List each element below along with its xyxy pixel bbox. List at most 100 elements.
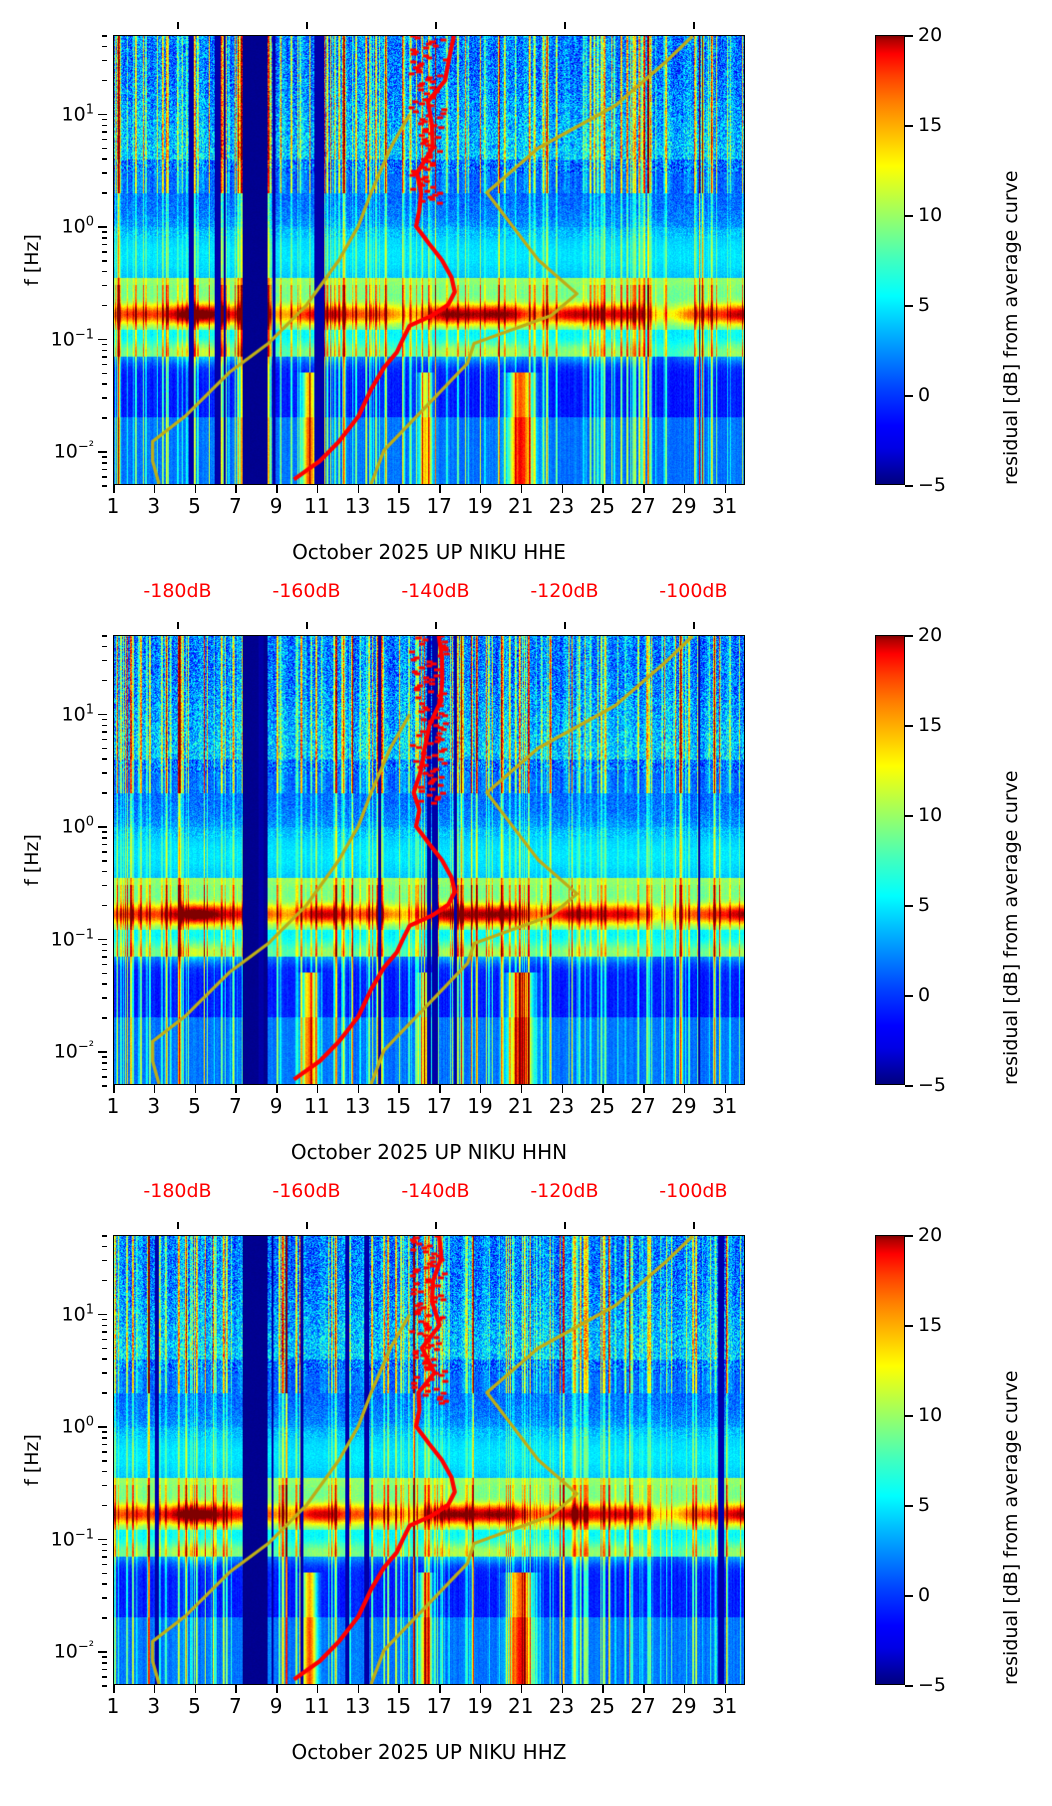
y-axis-minor-tick bbox=[102, 943, 107, 946]
x-axis-tick bbox=[479, 1085, 482, 1093]
y-axis-minor-tick bbox=[102, 1662, 107, 1664]
x-axis-label: 5 bbox=[188, 1694, 201, 1718]
x-axis-label: 31 bbox=[711, 1094, 738, 1118]
y-axis-minor-tick bbox=[102, 1056, 107, 1058]
y-axis-label: 100 bbox=[61, 214, 94, 238]
y-axis-minor-tick bbox=[102, 1484, 107, 1487]
y-axis-minor-tick bbox=[102, 645, 107, 648]
x-axis bbox=[113, 485, 745, 495]
y-axis-minor-tick bbox=[102, 147, 107, 149]
y-axis-minor-tick bbox=[102, 884, 107, 887]
y-axis-minor-tick bbox=[102, 284, 107, 287]
x-axis-label: 15 bbox=[385, 1694, 412, 1718]
x-axis-title: October 2025 UP NIKU HHN bbox=[290, 1140, 568, 1164]
spectrogram-plot[interactable] bbox=[113, 35, 745, 485]
y-axis-minor-tick bbox=[102, 1543, 107, 1546]
db-axis-tick bbox=[435, 1222, 438, 1229]
x-axis-label: 31 bbox=[711, 494, 738, 518]
x-axis-tick bbox=[276, 1685, 278, 1693]
y-axis-minor-tick bbox=[102, 1451, 107, 1453]
colorbar-tick bbox=[905, 305, 913, 307]
y-axis-minor-tick bbox=[102, 1318, 107, 1321]
x-axis-tick bbox=[439, 1085, 441, 1093]
x-axis-tick bbox=[398, 1685, 400, 1693]
y-axis-label: 10−² bbox=[53, 1039, 94, 1063]
colorbar-label: 10 bbox=[918, 204, 943, 226]
colorbar-tick bbox=[905, 35, 913, 37]
y-axis-minor-tick bbox=[102, 731, 107, 733]
y-axis-minor-tick bbox=[102, 1245, 107, 1248]
y-axis-minor-tick bbox=[102, 1597, 107, 1599]
x-axis-label: 19 bbox=[467, 1094, 493, 1118]
db-axis-labels: -180dB -160dB -140dB -120dB -100dB bbox=[0, 580, 1052, 632]
y-axis-minor-tick bbox=[102, 1583, 107, 1585]
y-axis-minor-tick bbox=[102, 118, 107, 121]
y-axis-minor-tick bbox=[102, 485, 107, 487]
x-axis-tick bbox=[235, 1685, 237, 1693]
x-axis-label: 3 bbox=[147, 494, 161, 518]
colorbar-label: 20 bbox=[918, 24, 943, 46]
db-axis-tick bbox=[435, 22, 438, 29]
y-axis-minor-tick bbox=[102, 997, 107, 999]
x-axis-tick bbox=[683, 485, 686, 493]
colorbar-tick bbox=[905, 1595, 913, 1597]
colorbar-tick bbox=[905, 995, 913, 997]
y-axis-minor-tick bbox=[102, 356, 107, 358]
db-axis-label: -180dB bbox=[143, 580, 212, 602]
x-axis-tick bbox=[316, 485, 319, 493]
spectrogram-plot[interactable] bbox=[113, 1235, 745, 1685]
x-axis-label: 5 bbox=[188, 494, 201, 518]
y-axis-minor-tick bbox=[102, 304, 107, 307]
y-axis-minor-tick bbox=[102, 1076, 107, 1078]
y-axis-title: f [Hz] bbox=[20, 834, 43, 886]
x-axis-label: 11 bbox=[304, 494, 330, 518]
x-axis-tick bbox=[194, 1085, 197, 1093]
x-axis-tick bbox=[316, 1085, 319, 1093]
y-axis-tick bbox=[98, 713, 107, 716]
x-axis-label: 7 bbox=[228, 494, 242, 518]
x-axis-label: 1 bbox=[106, 1694, 120, 1718]
y-axis-minor-tick bbox=[102, 251, 107, 253]
y-axis-tick bbox=[98, 451, 107, 453]
db-axis-label: -180dB bbox=[143, 0, 211, 2]
x-axis-label: 23 bbox=[548, 1094, 575, 1118]
y-axis-tick bbox=[98, 338, 107, 341]
colorbar-label: 0 bbox=[918, 1584, 931, 1606]
y-axis-minor-tick bbox=[102, 747, 107, 749]
colorbar-tick bbox=[905, 725, 913, 727]
db-axis bbox=[113, 22, 745, 36]
x-axis-labels: 1 3 5 7 9 11 13 15 17 19 21 23 25 27 29 31 bbox=[107, 1694, 745, 1722]
x-axis-tick bbox=[520, 485, 523, 493]
x-axis-tick bbox=[113, 1685, 115, 1693]
colorbar-title: residual [dB] from average curve bbox=[1000, 1370, 1022, 1685]
y-axis-minor-tick bbox=[102, 1017, 107, 1019]
y-axis-tick bbox=[98, 113, 107, 116]
x-axis-tick bbox=[520, 1085, 523, 1093]
x-axis-label: 13 bbox=[344, 1694, 371, 1718]
y-axis: f [Hz] 101 100 10−1 10−² bbox=[0, 35, 113, 487]
y-axis-title: f [Hz] bbox=[20, 1434, 43, 1486]
y-axis-tick bbox=[98, 1426, 107, 1428]
y-axis-minor-tick bbox=[102, 131, 107, 133]
db-axis-tick bbox=[177, 22, 180, 29]
colorbar-tick bbox=[905, 395, 913, 397]
db-axis-label: -140dB bbox=[401, 1180, 470, 1202]
y-axis-minor-tick bbox=[102, 904, 107, 907]
x-axis-tick bbox=[602, 1085, 604, 1093]
db-axis-tick bbox=[564, 622, 567, 629]
y-axis-label: 10−1 bbox=[50, 926, 94, 951]
y-axis-tick bbox=[98, 1051, 107, 1053]
db-axis-label: -120dB bbox=[530, 1180, 599, 1202]
y-axis-minor-tick bbox=[102, 172, 107, 174]
colorbar-tick bbox=[905, 1325, 913, 1327]
y-axis-label: 101 bbox=[61, 701, 94, 726]
x-axis-tick bbox=[153, 485, 156, 493]
x-axis-label: 3 bbox=[147, 1694, 161, 1718]
x-axis-tick bbox=[724, 485, 727, 493]
y-axis-minor-tick bbox=[102, 956, 107, 958]
spectrogram-plot[interactable] bbox=[113, 635, 745, 1085]
x-axis-tick bbox=[724, 1085, 727, 1093]
x-axis-labels: 1 3 5 7 9 11 13 15 17 19 21 23 25 27 29 31 bbox=[107, 494, 745, 522]
y-axis-minor-tick bbox=[102, 1676, 107, 1678]
x-axis-tick bbox=[643, 485, 645, 493]
